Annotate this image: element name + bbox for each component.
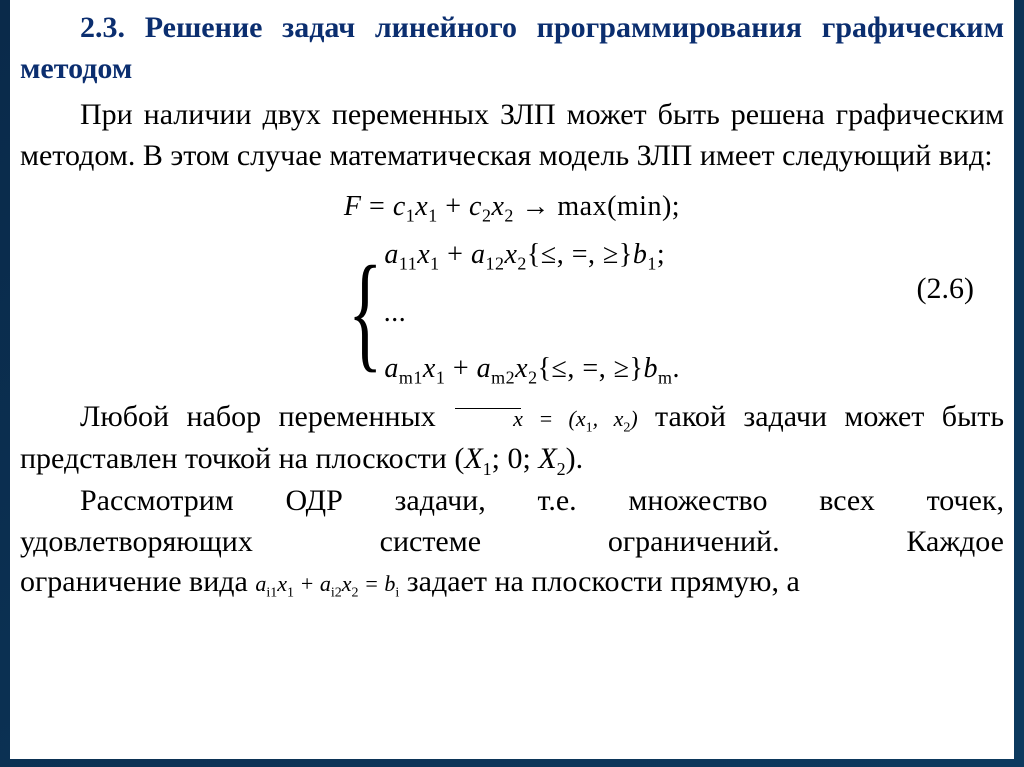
curly-brace-icon: { — [348, 254, 382, 371]
document-page: 2.3. Решение задач линейного программиро… — [10, 0, 1014, 759]
coef-c1-sub: 1 — [406, 206, 416, 226]
coef-c1: c — [393, 191, 406, 222]
arrow-sign: → — [514, 191, 558, 222]
plane-notation: (X1; 0; X2). — [454, 442, 583, 475]
objective-lhs: F — [344, 191, 362, 222]
heading-number: 2.3. — [80, 11, 125, 44]
constraint-m: am1x1 + am2x2{≤, =, ≥}bm. — [384, 350, 680, 390]
intro-paragraph: При наличии двух переменных ЗЛП может бы… — [20, 95, 1004, 176]
constraint-system: { a11x1 + a12x2{≤, =, ≥}b1; ... am1x1 + … — [344, 232, 680, 394]
xbar-definition: x = (x1, x2) — [453, 406, 638, 431]
coef-c2: c — [469, 191, 482, 222]
constraint-1: a11x1 + a12x2{≤, =, ≥}b1; — [384, 236, 680, 276]
var-x1-sub: 1 — [428, 206, 438, 226]
heading-text: Решение задач линейного программирования… — [20, 11, 1004, 85]
equals-sign: = — [362, 191, 393, 222]
coef-c2-sub: 2 — [482, 206, 492, 226]
last-paragraph-line2: удовлетворяющих системе ограничений. Каж… — [20, 522, 1004, 563]
var-x2-sub: 2 — [504, 206, 514, 226]
xbar-symbol: x — [453, 404, 523, 434]
var-x2: x — [491, 191, 504, 222]
mid-pre: Любой набор переменных — [80, 400, 453, 433]
constraint-dots: ... — [384, 294, 680, 332]
line3-post: задает на плоскости прямую, а — [399, 565, 799, 598]
constraint-list: a11x1 + a12x2{≤, =, ≥}b1; ... am1x1 + am… — [384, 232, 680, 394]
section-heading: 2.3. Решение задач линейного программиро… — [20, 8, 1004, 89]
objective-function: F = c1x1 + c2x2 → max(min); — [344, 188, 680, 228]
line3-pre: ограничение вида — [20, 565, 255, 598]
objective-fn: max(min); — [557, 191, 680, 222]
last-paragraph-line3: ограничение вида ai1x1 + ai2x2 = bi зада… — [20, 562, 1004, 603]
var-x1: x — [415, 191, 428, 222]
plus-sign: + — [438, 191, 469, 222]
constraint-equality: ai1x1 + ai2x2 = bi — [255, 571, 399, 596]
equation-block: F = c1x1 + c2x2 → max(min); { a11x1 + a1… — [20, 184, 1004, 393]
last-paragraph-line1: Рассмотрим ОДР задачи, т.е. множество вс… — [20, 481, 1004, 522]
middle-paragraph: Любой набор переменных x = (x1, x2) тако… — [20, 397, 1004, 481]
equation-number: (2.6) — [917, 268, 974, 309]
